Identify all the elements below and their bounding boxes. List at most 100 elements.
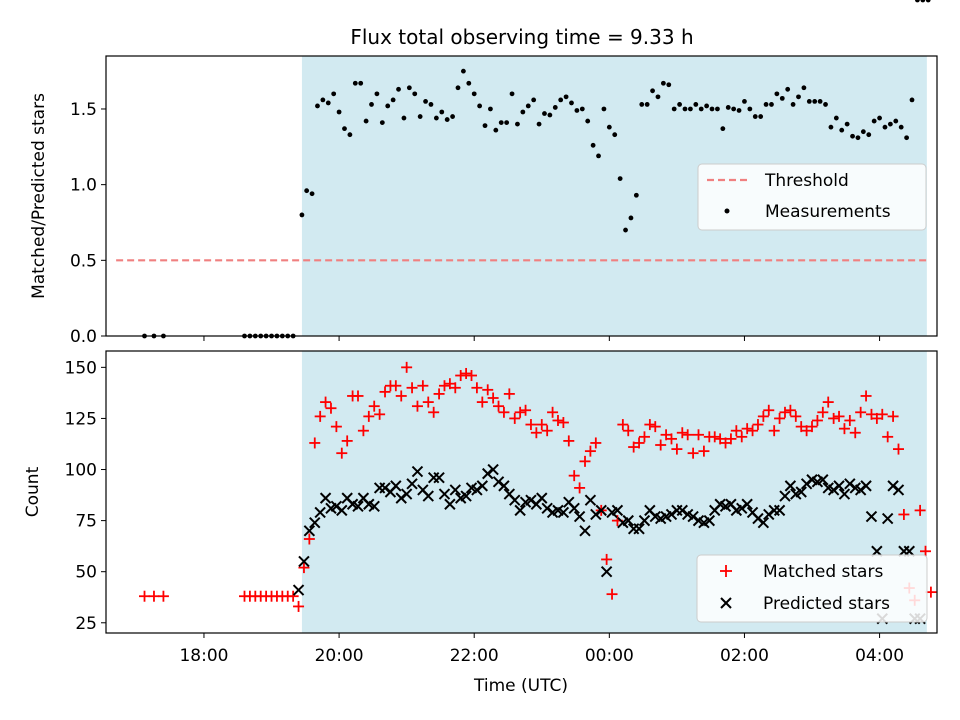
measurement-point bbox=[796, 94, 801, 100]
measurement-point bbox=[379, 120, 385, 125]
measurement-point bbox=[628, 215, 634, 221]
matched-star-point bbox=[401, 361, 413, 373]
predicted-star-point bbox=[400, 488, 413, 500]
matched-star-point bbox=[293, 600, 305, 612]
measurement-point bbox=[915, 0, 920, 3]
measurement-point bbox=[817, 99, 823, 104]
legend-predicted-label: Predicted stars bbox=[763, 594, 890, 614]
measurement-point bbox=[547, 112, 553, 118]
measurement-point bbox=[887, 121, 893, 127]
predicted-star-point bbox=[352, 500, 364, 513]
matched-star-point bbox=[466, 370, 478, 382]
matched-star-point bbox=[520, 404, 532, 416]
measurement-point bbox=[363, 118, 369, 124]
matched-star-point bbox=[471, 382, 483, 394]
measurement-point bbox=[904, 135, 909, 141]
matched-star-point bbox=[584, 445, 596, 457]
matched-star-point bbox=[525, 419, 537, 431]
predicted-star-point bbox=[638, 514, 651, 527]
matched-star-point bbox=[898, 508, 910, 520]
predicted-star-point bbox=[833, 480, 845, 492]
measurement-point bbox=[520, 109, 526, 115]
matched-star-point bbox=[541, 425, 553, 437]
matched-star-point bbox=[330, 421, 342, 433]
measurement-point bbox=[709, 106, 715, 112]
measurement-point bbox=[812, 99, 818, 104]
measurement-point bbox=[369, 102, 374, 107]
predicted-star-point bbox=[584, 494, 597, 506]
matched-star-point bbox=[325, 402, 337, 414]
legend-predicted-swatch bbox=[720, 597, 732, 609]
matched-star-point bbox=[139, 590, 151, 602]
matched-star-point bbox=[449, 382, 461, 394]
matched-star-point bbox=[687, 447, 699, 459]
predicted-star-point bbox=[611, 504, 624, 517]
measurement-point bbox=[585, 118, 591, 124]
measurement-point bbox=[758, 114, 764, 119]
matched-star-point bbox=[644, 419, 656, 431]
matched-star-point bbox=[157, 590, 169, 602]
measurement-point bbox=[601, 106, 607, 112]
bottom-legend: Matched stars Predicted stars bbox=[696, 554, 928, 623]
measurement-point bbox=[504, 120, 510, 125]
predicted-star-point bbox=[438, 488, 451, 500]
measurement-point bbox=[352, 80, 358, 86]
matched-star-point bbox=[433, 388, 445, 400]
measurement-point bbox=[412, 91, 418, 97]
measurement-point bbox=[774, 91, 780, 97]
matched-star-point bbox=[590, 437, 602, 449]
measurement-point bbox=[860, 129, 866, 135]
matched-star-point bbox=[417, 380, 429, 392]
predicted-star-point bbox=[390, 480, 402, 492]
predicted-star-point bbox=[773, 504, 786, 517]
matched-star-point bbox=[341, 435, 353, 447]
matched-star-point bbox=[390, 380, 402, 392]
matched-star-point bbox=[822, 396, 834, 408]
top-y-axis-label: Matched/Predicted stars bbox=[29, 93, 49, 299]
matched-star-point bbox=[849, 427, 861, 439]
matched-star-point bbox=[455, 370, 467, 382]
measurement-point bbox=[752, 114, 758, 119]
measurement-point bbox=[877, 115, 882, 121]
matched-star-point bbox=[844, 414, 856, 426]
matched-star-point bbox=[833, 410, 845, 422]
predicted-star-point bbox=[881, 512, 894, 525]
predicted-star-point bbox=[703, 514, 716, 527]
bottom-legend-box bbox=[696, 554, 928, 623]
matched-star-point bbox=[460, 367, 472, 379]
measurement-point bbox=[531, 97, 537, 103]
predicted-star-point bbox=[309, 516, 321, 529]
matched-star-point bbox=[811, 414, 823, 426]
measurement-point bbox=[433, 115, 439, 121]
measurement-point bbox=[536, 121, 542, 127]
measurement-point bbox=[850, 133, 855, 139]
top-x-ticks bbox=[203, 336, 881, 341]
matched-star-point bbox=[747, 425, 759, 437]
matched-star-point bbox=[503, 388, 515, 400]
measurement-point bbox=[385, 103, 391, 109]
matched-star-point bbox=[557, 417, 569, 429]
bottom-y-tick-label: 50 bbox=[75, 563, 97, 583]
x-tick-label: 04:00 bbox=[855, 646, 904, 666]
measurement-point bbox=[671, 106, 677, 112]
matched-star-point bbox=[655, 439, 667, 451]
x-tick-label: 22:00 bbox=[450, 646, 499, 666]
measurement-point bbox=[633, 192, 639, 198]
matched-star-point bbox=[530, 427, 542, 439]
measurement-point bbox=[833, 115, 839, 121]
predicted-star-point bbox=[319, 492, 332, 504]
x-tick-label: 18:00 bbox=[179, 646, 228, 666]
top-axes-frame bbox=[105, 55, 938, 337]
predicted-star-point bbox=[573, 510, 586, 523]
measurement-point bbox=[920, 0, 926, 3]
bottom-y-tick-label: 100 bbox=[65, 461, 97, 481]
predicted-star-point bbox=[336, 504, 348, 517]
measurement-point bbox=[823, 102, 828, 107]
matched-star-point bbox=[693, 429, 705, 441]
matched-star-point bbox=[320, 396, 332, 408]
top-y-tick-label: 0.0 bbox=[70, 327, 97, 347]
measurement-point bbox=[396, 86, 401, 92]
matched-star-point bbox=[682, 429, 694, 441]
measurement-point bbox=[439, 109, 445, 115]
measurement-point bbox=[866, 132, 872, 138]
